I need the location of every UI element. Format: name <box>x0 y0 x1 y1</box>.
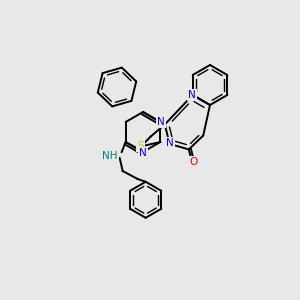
Text: N: N <box>166 138 173 148</box>
Text: S: S <box>137 142 144 152</box>
Text: O: O <box>190 157 198 167</box>
Text: N: N <box>158 117 165 127</box>
Text: NH: NH <box>102 151 118 161</box>
Text: N: N <box>139 148 147 158</box>
Text: N: N <box>188 90 196 100</box>
